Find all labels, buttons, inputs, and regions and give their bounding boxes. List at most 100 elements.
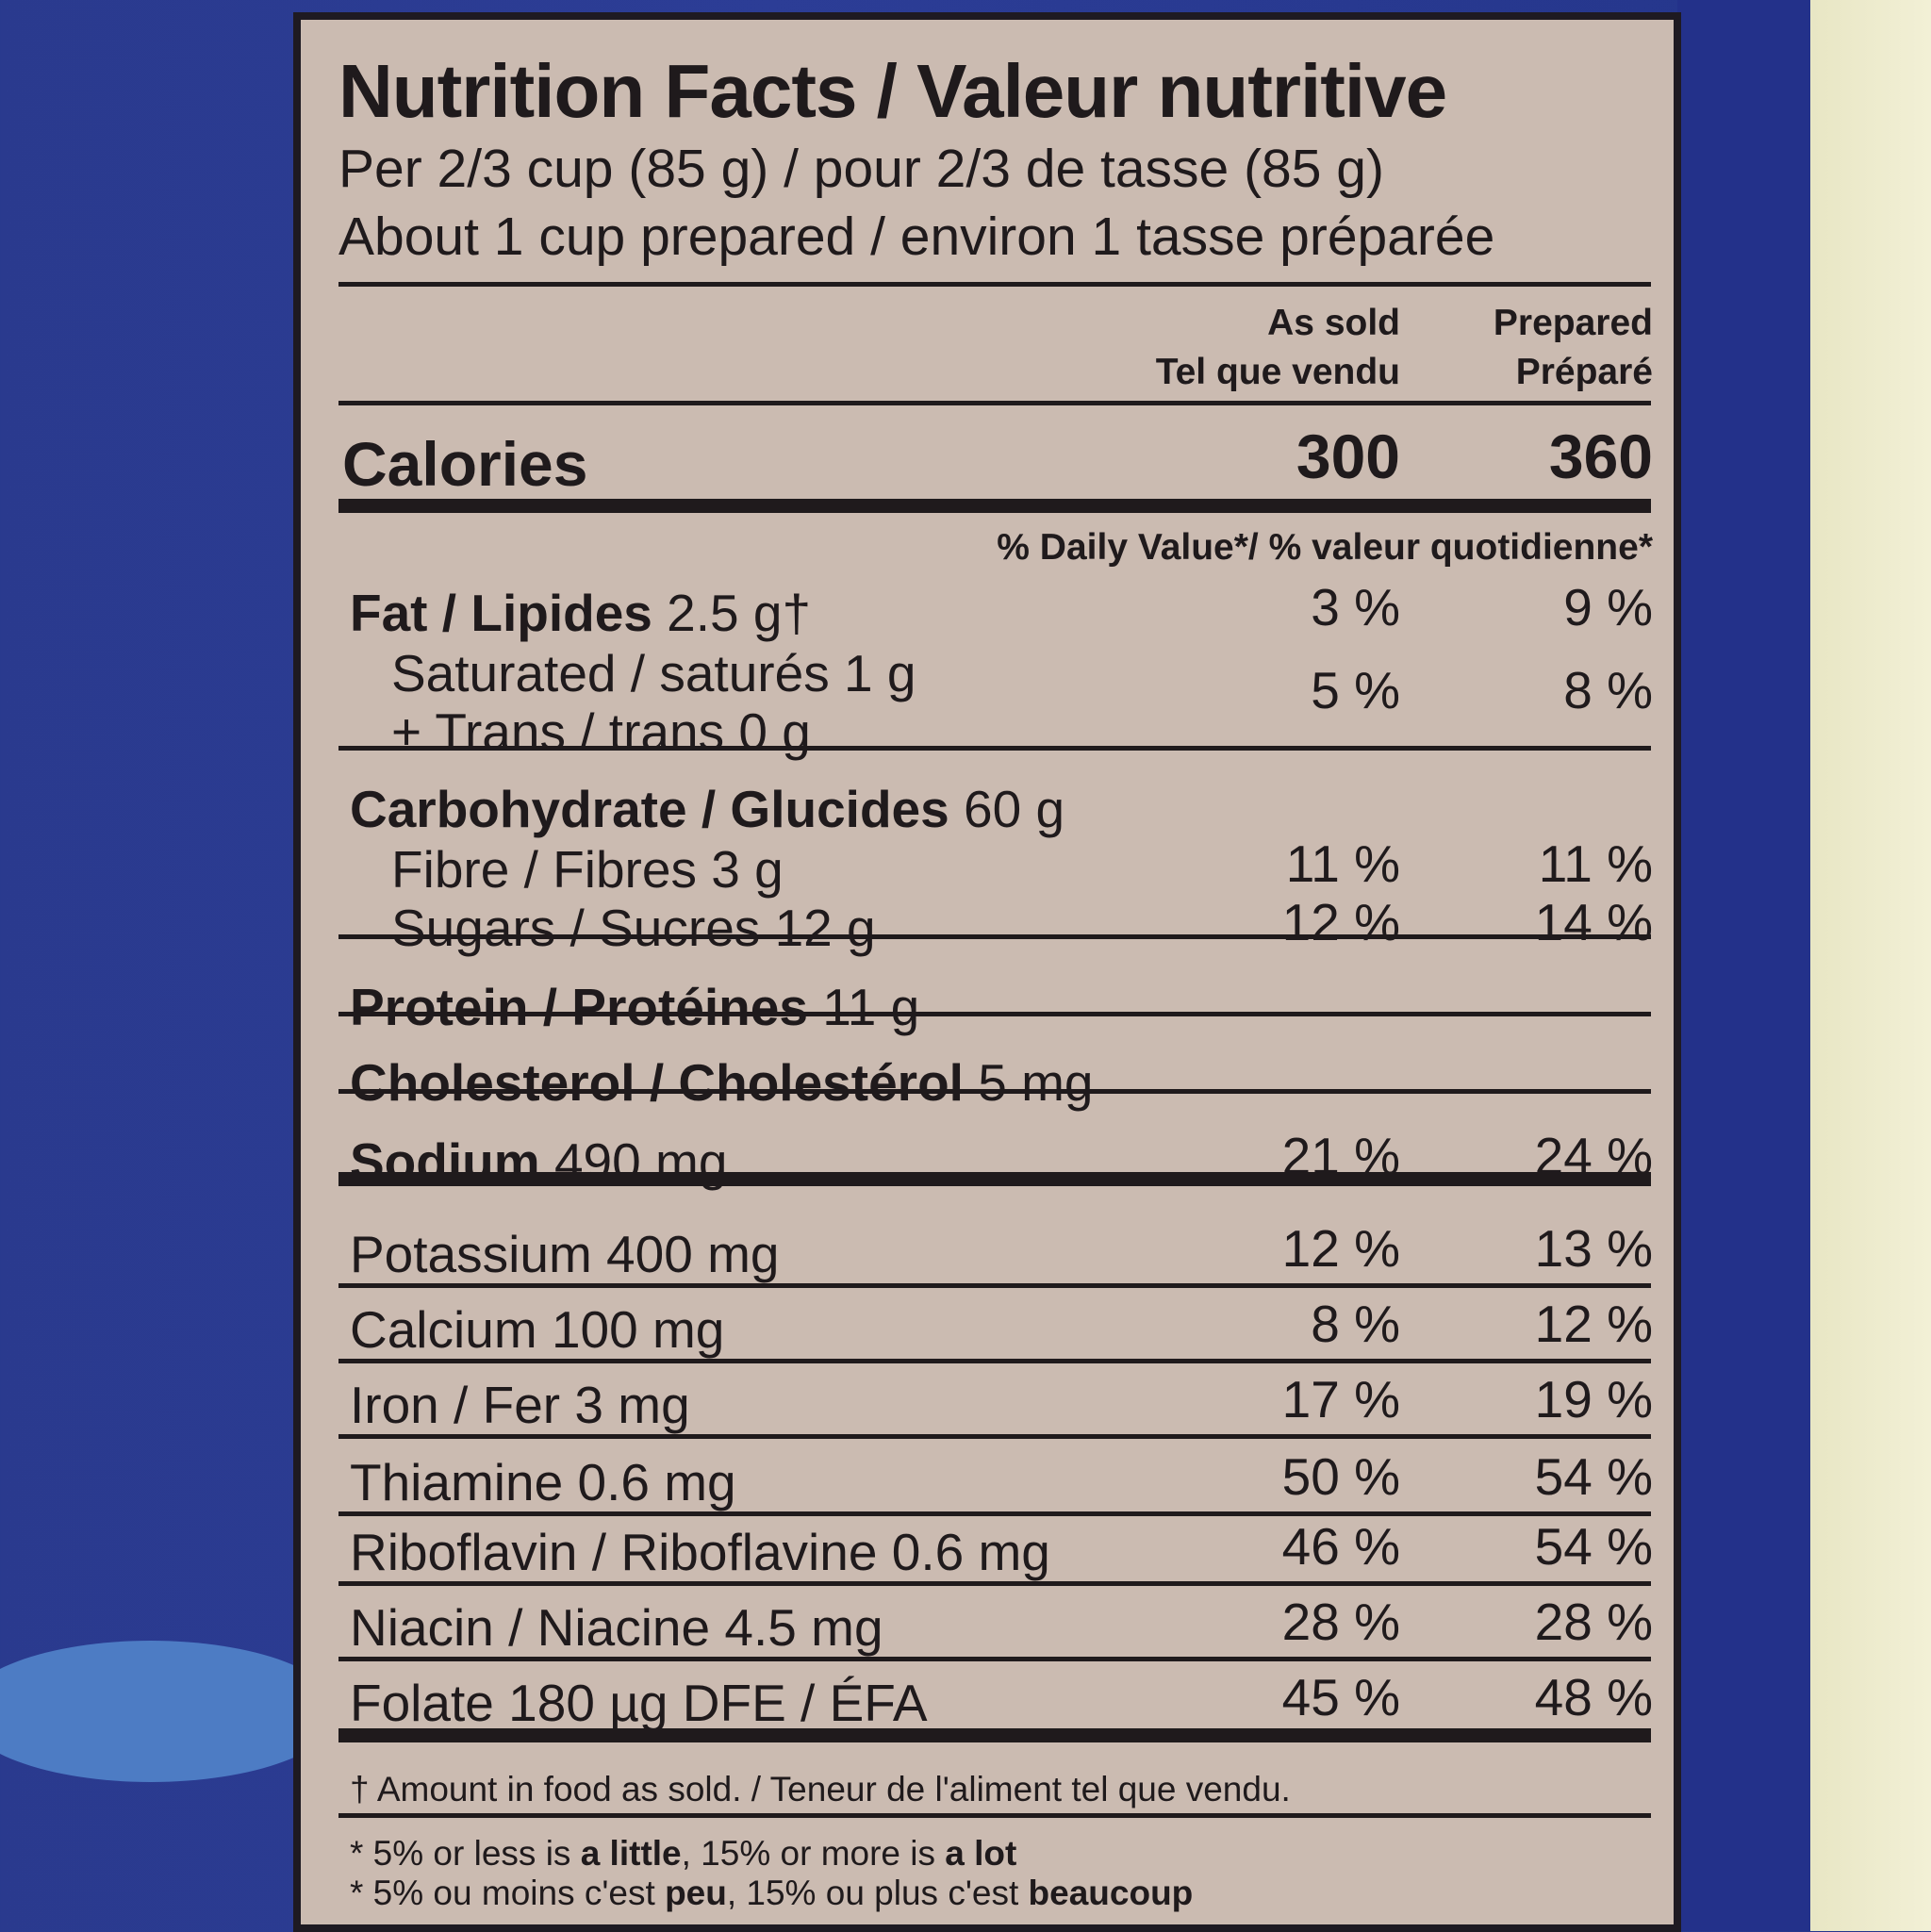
serving-prepared: About 1 cup prepared / environ 1 tasse p…: [338, 206, 1495, 267]
dv-as-sold: 12 %: [1281, 893, 1400, 951]
footnote-text: * 5% or less is: [350, 1834, 581, 1873]
daily-value-header: % Daily Value*/ % valeur quotidienne*: [997, 527, 1653, 568]
divider: [338, 282, 1651, 287]
dv-as-sold: 12 %: [1281, 1219, 1400, 1278]
nutrient-row: Fat / Lipides 2.5 g†: [350, 587, 811, 639]
nutrient-name: Riboflavin / Riboflavine: [350, 1523, 878, 1581]
footnote-emphasis: beaucoup: [1028, 1874, 1194, 1912]
nutrition-facts-label: Nutrition Facts / Valeur nutritive Per 2…: [293, 12, 1681, 1932]
calories-label: Calories: [342, 429, 588, 499]
divider: [338, 934, 1651, 939]
dv-prepared: 54 %: [1534, 1517, 1653, 1576]
nutrient-amount: 3 mg: [574, 1376, 690, 1434]
dv-as-sold: 5 %: [1311, 661, 1400, 719]
nutrient-name: Thiamine: [350, 1453, 564, 1511]
serving-size: Per 2/3 cup (85 g) / pour 2/3 de tasse (…: [338, 139, 1384, 199]
nutrient-row: Fibre / Fibres 3 g: [391, 844, 784, 896]
nutrient-row: Calcium 100 mg: [350, 1304, 724, 1356]
nutrient-amount: 180 µg DFE / ÉFA: [508, 1674, 928, 1732]
footnote-text: , 15% ou plus c'est: [726, 1874, 1029, 1912]
column-as-sold: As sold: [1267, 303, 1400, 343]
nutrient-amount: 12 g: [774, 899, 876, 957]
nutrient-row: Carbohydrate / Glucides 60 g: [350, 784, 1065, 835]
nutrient-amount: 11 g: [822, 978, 920, 1036]
dv-as-sold: 11 %: [1285, 834, 1400, 893]
nutrient-name: Iron / Fer: [350, 1376, 561, 1434]
divider: [338, 401, 1651, 405]
nutrient-name: Sugars / Sucres: [391, 899, 761, 957]
dv-prepared: 28 %: [1534, 1593, 1653, 1651]
nutrient-name: Protein / Protéines: [350, 978, 808, 1036]
nutrient-name: Niacin / Niacine: [350, 1598, 711, 1657]
thick-divider: [338, 499, 1651, 513]
nutrient-name: Cholesterol / Cholestérol: [350, 1053, 964, 1112]
dv-prepared: 12 %: [1534, 1295, 1653, 1353]
calories-as-sold: 300: [1296, 421, 1400, 491]
dv-as-sold: 17 %: [1281, 1370, 1400, 1428]
package-graphic: [0, 1641, 339, 1782]
nutrient-amount: 400 mg: [606, 1225, 780, 1283]
footnote-emphasis: a little: [580, 1834, 682, 1873]
nutrient-name: Potassium: [350, 1225, 592, 1283]
dv-prepared: 14 %: [1534, 893, 1653, 951]
nutrient-amount: 0.6 mg: [891, 1523, 1050, 1581]
nutrient-name: Folate: [350, 1674, 494, 1732]
column-prepare: Préparé: [1515, 352, 1653, 392]
dv-as-sold: 45 %: [1281, 1668, 1400, 1726]
dv-as-sold: 3 %: [1311, 578, 1400, 636]
dv-prepared: 48 %: [1534, 1668, 1653, 1726]
nutrient-amount: 100 mg: [551, 1300, 725, 1359]
dv-prepared: 13 %: [1534, 1219, 1653, 1278]
divider: [338, 1012, 1651, 1016]
nutrient-amount: 2.5 g†: [667, 584, 812, 642]
nutrient-name: + Trans / trans: [391, 702, 725, 761]
dv-prepared: 54 %: [1534, 1447, 1653, 1506]
footnote-text: , 15% or more is: [681, 1834, 946, 1873]
dv-prepared: 19 %: [1534, 1370, 1653, 1428]
nutrient-amount: 3 g: [711, 840, 784, 899]
footnote-dagger: † Amount in food as sold. / Teneur de l'…: [350, 1770, 1291, 1808]
nutrient-row: Saturated / saturés 1 g: [391, 648, 916, 700]
nutrient-row: Folate 180 µg DFE / ÉFA: [350, 1677, 928, 1729]
nutrient-row: Sugars / Sucres 12 g: [391, 902, 876, 954]
nutrient-amount: 0 g: [738, 702, 811, 761]
nutrient-name: Fat / Lipides: [350, 584, 652, 642]
nutrient-row: Riboflavin / Riboflavine 0.6 mg: [350, 1527, 1050, 1578]
divider: [338, 746, 1651, 751]
dv-prepared: 9 %: [1563, 578, 1653, 636]
thick-divider: [338, 1728, 1651, 1742]
nutrient-amount: 0.6 mg: [577, 1453, 736, 1511]
column-tel-que-vendu: Tel que vendu: [1155, 352, 1400, 392]
nutrient-row: Iron / Fer 3 mg: [350, 1379, 690, 1431]
column-prepared: Prepared: [1493, 303, 1653, 343]
divider: [338, 1511, 1651, 1516]
nutrient-row: Potassium 400 mg: [350, 1229, 780, 1280]
footnote-emphasis: peu: [665, 1874, 727, 1912]
dv-as-sold: 50 %: [1281, 1447, 1400, 1506]
dv-prepared: 11 %: [1538, 834, 1653, 893]
dv-as-sold: 8 %: [1311, 1295, 1400, 1353]
dv-as-sold: 28 %: [1281, 1593, 1400, 1651]
nutrient-name: Carbohydrate / Glucides: [350, 780, 949, 838]
divider: [338, 1434, 1651, 1439]
divider: [338, 1283, 1651, 1288]
divider: [338, 1657, 1651, 1661]
nutrient-amount: 5 mg: [978, 1053, 1094, 1112]
footnote-english: * 5% or less is a little, 15% or more is…: [350, 1836, 1016, 1871]
dv-prepared: 8 %: [1563, 661, 1653, 719]
nutrient-amount: 60 g: [964, 780, 1065, 838]
divider: [338, 1172, 1651, 1186]
label-title: Nutrition Facts / Valeur nutritive: [338, 49, 1447, 133]
footnote-french: * 5% ou moins c'est peu, 15% ou plus c'e…: [350, 1875, 1193, 1910]
nutrient-name: Saturated / saturés: [391, 644, 830, 702]
footnote-text: * 5% ou moins c'est: [350, 1874, 666, 1912]
divider: [338, 1089, 1651, 1094]
nutrient-row: Cholesterol / Cholestérol 5 mg: [350, 1057, 1094, 1109]
package-background: [1677, 0, 1810, 1931]
nutrient-row: Protein / Protéines 11 g: [350, 982, 919, 1033]
nutrient-name: Calcium: [350, 1300, 537, 1359]
calories-prepared: 360: [1548, 421, 1653, 491]
background-surface: [1810, 0, 1931, 1931]
dv-as-sold: 46 %: [1281, 1517, 1400, 1576]
footnote-emphasis: a lot: [945, 1834, 1017, 1873]
